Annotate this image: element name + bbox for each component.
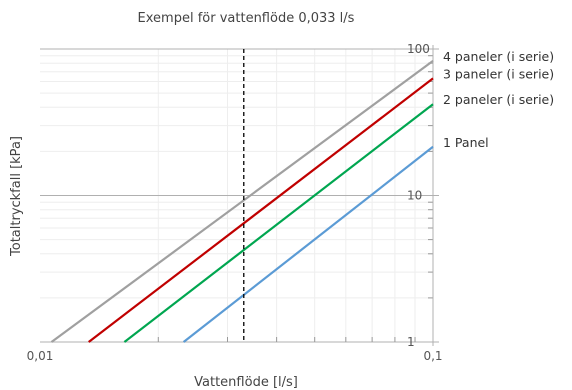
- axes: [157, 45, 434, 346]
- chart-title: Exempel för vattenflöde 0,033 l/s: [138, 11, 355, 26]
- y-tick-label: 10: [407, 189, 422, 203]
- legend-entry: 4 paneler (i serie): [443, 49, 554, 64]
- x-tick-label: 0,01: [27, 349, 54, 363]
- legend: 4 paneler (i serie) 3 paneler (i serie) 2 …: [443, 49, 554, 150]
- series-line: [123, 103, 434, 343]
- series-line: [88, 77, 434, 343]
- legend-entry: 3 paneler (i serie): [443, 66, 554, 81]
- x-axis-label: Vattenflöde [l/s]: [194, 375, 298, 390]
- legend-entry: 2 paneler (i serie): [443, 92, 554, 107]
- y-tick-label: 100: [407, 42, 430, 56]
- y-axis-label: Totaltryckfall [kPa]: [9, 136, 24, 257]
- tick-labels: 1 10 100 0,01 0,1: [27, 42, 443, 363]
- series-line: [50, 60, 434, 343]
- legend-entry: 1 Panel: [443, 135, 489, 150]
- series-line: [182, 145, 434, 343]
- series-lines: [50, 60, 434, 343]
- x-tick-label: 0,1: [423, 349, 442, 363]
- y-tick-label: 1: [407, 335, 415, 349]
